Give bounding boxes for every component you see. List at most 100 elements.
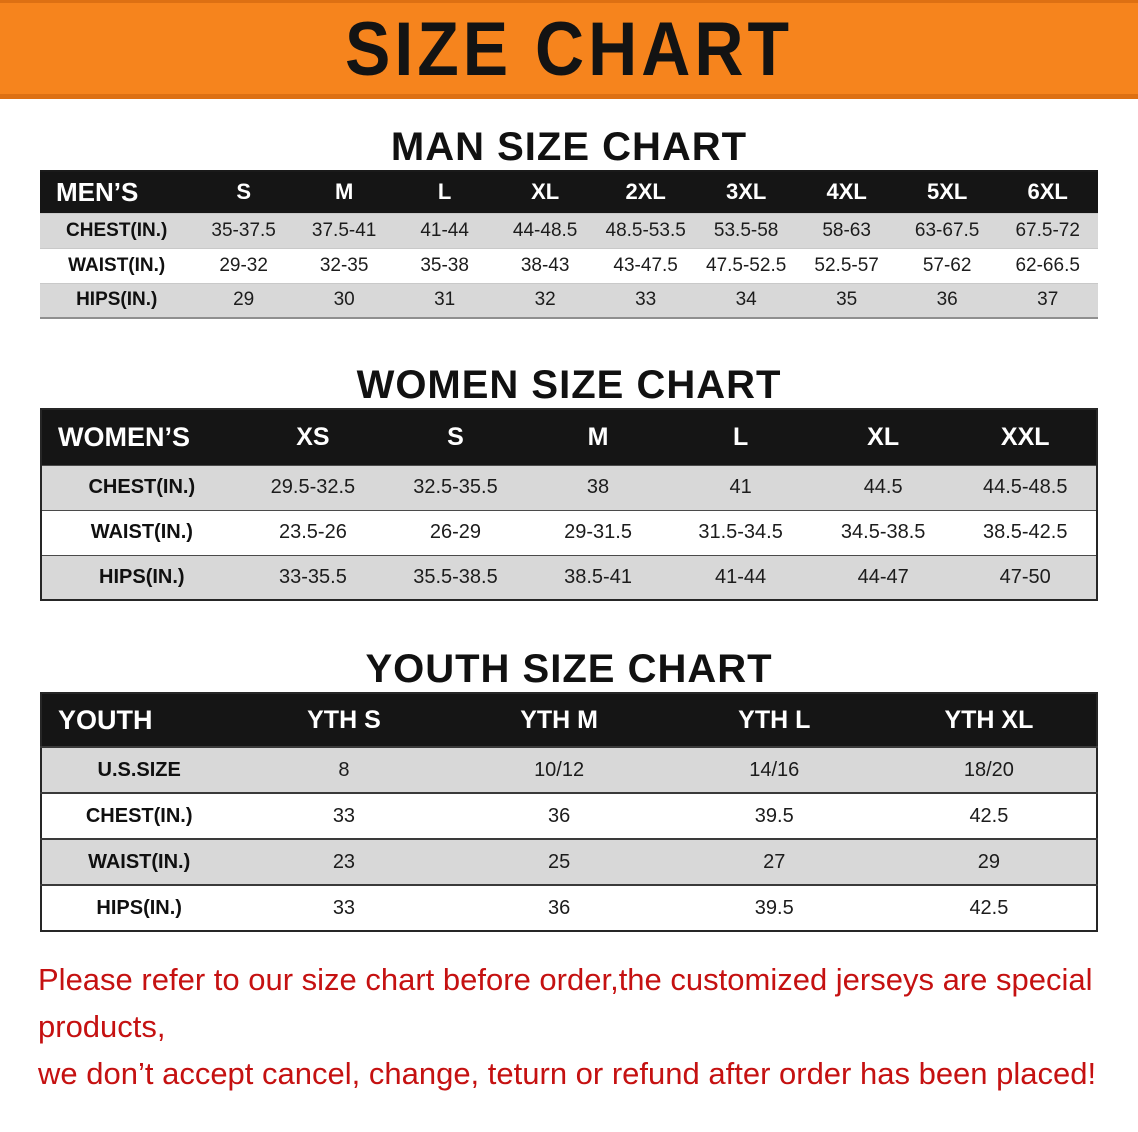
cell-value: 33	[236, 792, 452, 839]
cell-value: 8	[236, 746, 452, 793]
column-header: L	[669, 409, 812, 465]
cell-value: 38.5-42.5	[954, 509, 1097, 555]
cell-value: 53.5-58	[695, 212, 797, 248]
column-header: 3XL	[695, 171, 797, 213]
cell-value: 42.5	[881, 792, 1097, 839]
table-row: CHEST(IN.) 33 36 39.5 42.5	[41, 792, 1097, 839]
women-size-table: WOMEN’S XS S M L XL XXL CHEST(IN.) 29.5-32.5 32.5…	[40, 408, 1098, 601]
column-header: YTH L	[666, 693, 882, 747]
cell-value: 39.5	[666, 792, 882, 839]
table-row: U.S.SIZE 8 10/12 14/16 18/20	[41, 746, 1097, 793]
column-header: YTH S	[236, 693, 452, 747]
table-row: HIPS(IN.) 33 36 39.5 42.5	[41, 884, 1097, 931]
men-header-row: MEN’S S M L XL 2XL 3XL 4XL 5XL 6XL	[40, 171, 1098, 213]
column-header: XL	[811, 409, 955, 465]
table-row: CHEST(IN.) 29.5-32.5 32.5-35.5 38 41 44.5 44.5…	[41, 464, 1097, 510]
column-header: YTH M	[451, 693, 667, 747]
cell-value: 36	[896, 282, 998, 318]
table-row: WAIST(IN.) 29-32 32-35 35-38 38-43 43-47.5 47.…	[40, 247, 1098, 283]
cell-value: 35.5-38.5	[384, 554, 527, 600]
cell-value: 37.5-41	[293, 212, 395, 248]
table-row: WAIST(IN.) 23 25 27 29	[41, 838, 1097, 885]
table-row: CHEST(IN.) 35-37.5 37.5-41 41-44 44-48.5 48.5…	[40, 212, 1098, 248]
cell-value: 35	[796, 282, 897, 318]
youth-table-title: YOUTH	[41, 693, 237, 747]
cell-value: 29	[881, 838, 1097, 885]
cell-value: 41-44	[669, 554, 812, 600]
cell-value: 32-35	[293, 247, 395, 283]
cell-value: 43-47.5	[595, 247, 696, 283]
column-header: YTH XL	[881, 693, 1097, 747]
cell-value: 27	[666, 838, 882, 885]
cell-value: 41-44	[394, 212, 495, 248]
women-table-title: WOMEN’S	[41, 409, 242, 465]
cell-value: 62-66.5	[997, 247, 1098, 283]
column-header: M	[293, 171, 395, 213]
column-header: 6XL	[997, 171, 1098, 213]
cell-value: 41	[669, 464, 812, 510]
cell-value: 29-31.5	[526, 509, 670, 555]
youth-section-heading: YOUTH SIZE CHART	[365, 647, 773, 691]
cell-value: 44-48.5	[494, 212, 596, 248]
cell-value: 25	[451, 838, 667, 885]
cell-value: 29	[193, 282, 294, 318]
youth-header-row: YOUTH YTH S YTH M YTH L YTH XL	[41, 693, 1097, 747]
cell-value: 52.5-57	[796, 247, 897, 283]
women-section-heading: WOMEN SIZE CHART	[356, 363, 782, 407]
cell-value: 47-50	[954, 554, 1097, 600]
men-table-title: MEN’S	[40, 171, 194, 213]
cell-value: 67.5-72	[997, 212, 1098, 248]
cell-value: 10/12	[451, 746, 667, 793]
cell-value: 37	[997, 282, 1098, 318]
disclaimer-line-1: Please refer to our size chart before or…	[38, 962, 1093, 1044]
page-title: SIZE CHART	[345, 5, 793, 92]
cell-value: 33	[595, 282, 696, 318]
row-label: HIPS(IN.)	[41, 884, 237, 931]
cell-value: 18/20	[881, 746, 1097, 793]
order-disclaimer: Please refer to our size chart before or…	[0, 956, 1138, 1097]
cell-value: 14/16	[666, 746, 882, 793]
column-header: L	[394, 171, 495, 213]
cell-value: 35-38	[394, 247, 495, 283]
column-header: S	[384, 409, 527, 465]
men-section-heading: MAN SIZE CHART	[390, 125, 748, 169]
cell-value: 33-35.5	[241, 554, 385, 600]
column-header: XL	[494, 171, 596, 213]
cell-value: 44.5-48.5	[954, 464, 1097, 510]
cell-value: 33	[236, 884, 452, 931]
cell-value: 44.5	[811, 464, 955, 510]
cell-value: 38.5-41	[526, 554, 670, 600]
column-header: 5XL	[896, 171, 998, 213]
row-label: HIPS(IN.)	[41, 554, 242, 600]
column-header: XXL	[954, 409, 1097, 465]
youth-size-table: YOUTH YTH S YTH M YTH L YTH XL U.S.SIZE 8 10/12…	[40, 692, 1098, 932]
cell-value: 38-43	[494, 247, 596, 283]
cell-value: 34.5-38.5	[811, 509, 955, 555]
row-label: U.S.SIZE	[41, 746, 237, 793]
men-size-table: MEN’S S M L XL 2XL 3XL 4XL 5XL 6XL CHEST(IN.) 35-37…	[40, 170, 1098, 319]
cell-value: 38	[526, 464, 670, 510]
cell-value: 31.5-34.5	[669, 509, 812, 555]
table-row: WAIST(IN.) 23.5-26 26-29 29-31.5 31.5-34.5 34…	[41, 509, 1097, 555]
row-label: HIPS(IN.)	[40, 282, 194, 318]
row-label: CHEST(IN.)	[41, 792, 237, 839]
row-label: CHEST(IN.)	[41, 464, 242, 510]
cell-value: 58-63	[796, 212, 897, 248]
cell-value: 29.5-32.5	[241, 464, 385, 510]
cell-value: 36	[451, 792, 667, 839]
title-banner: SIZE CHART	[0, 0, 1138, 99]
cell-value: 34	[695, 282, 797, 318]
row-label: WAIST(IN.)	[40, 247, 194, 283]
cell-value: 32	[494, 282, 596, 318]
cell-value: 32.5-35.5	[384, 464, 527, 510]
table-row: HIPS(IN.) 29 30 31 32 33 34 35 36 37	[40, 282, 1098, 318]
row-label: WAIST(IN.)	[41, 509, 242, 555]
cell-value: 29-32	[193, 247, 294, 283]
cell-value: 30	[293, 282, 395, 318]
column-header: S	[193, 171, 294, 213]
column-header: XS	[241, 409, 385, 465]
row-label: WAIST(IN.)	[41, 838, 237, 885]
column-header: 4XL	[796, 171, 897, 213]
cell-value: 48.5-53.5	[595, 212, 696, 248]
